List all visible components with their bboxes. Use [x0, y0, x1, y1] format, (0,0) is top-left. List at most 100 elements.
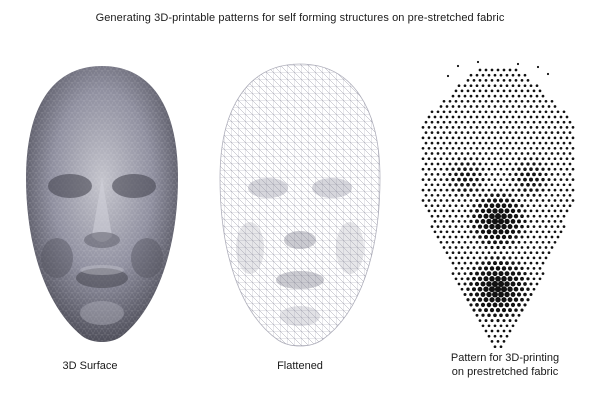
pattern-dot: [544, 162, 548, 166]
pattern-dot: [483, 286, 489, 292]
pattern-dot: [523, 199, 527, 202]
pattern-dot: [526, 120, 530, 124]
pattern-dot: [544, 225, 548, 228]
pattern-dot: [568, 152, 572, 155]
pattern-dot: [460, 110, 464, 114]
pattern-dot: [442, 99, 446, 103]
pattern-dot: [526, 141, 530, 145]
pattern-dot: [559, 115, 563, 119]
pattern-dot: [505, 261, 509, 265]
pattern-dot: [484, 89, 488, 93]
pattern-dot: [480, 281, 486, 287]
pattern-dot: [457, 199, 461, 202]
pattern-dot: [516, 281, 522, 287]
pattern-dot: [457, 126, 461, 129]
pattern-dot: [436, 235, 440, 239]
pattern-dot: [529, 261, 533, 265]
pattern-dot: [484, 256, 488, 260]
pattern-dot: [493, 84, 497, 88]
pattern-dot: [526, 298, 530, 302]
pattern-dot: [427, 157, 431, 161]
pattern-dot: [526, 225, 530, 229]
pattern-dot: [481, 251, 485, 255]
pattern-dot: [493, 126, 497, 129]
pattern-dot: [475, 115, 479, 119]
pattern-dot: [478, 68, 482, 72]
pattern-dot: [535, 282, 539, 286]
pattern-dot: [487, 261, 491, 265]
pattern-dot: [508, 131, 512, 134]
pattern-dot: [463, 282, 467, 286]
pattern-dot: [499, 146, 503, 150]
pattern-dot: [507, 297, 513, 303]
pattern-dot: [541, 261, 545, 265]
pattern-dot: [475, 167, 479, 171]
pattern-dot: [504, 218, 510, 225]
pattern-dot: [523, 282, 527, 286]
pattern-dot: [562, 120, 566, 124]
pattern-dot: [514, 235, 518, 239]
pattern-dot: [510, 281, 516, 287]
pattern-dot: [496, 120, 500, 124]
pattern-dot: [448, 110, 452, 114]
pattern-dot: [483, 266, 489, 271]
pattern-dot: [544, 183, 548, 187]
pattern-dot: [454, 141, 458, 145]
pattern-dot: [513, 286, 519, 292]
pattern-dot: [526, 267, 530, 270]
pattern-dot: [520, 79, 524, 82]
pattern-dot: [490, 120, 494, 124]
pattern-dot: [541, 188, 545, 192]
pattern-dot: [454, 214, 458, 218]
pattern-dot: [508, 193, 512, 197]
pattern-dot: [466, 225, 470, 229]
pattern-dot: [541, 177, 545, 182]
pattern-dot: [499, 126, 503, 129]
pattern-dot: [523, 167, 527, 171]
pattern-dot: [486, 271, 492, 277]
pattern-dot: [493, 345, 497, 349]
pattern-dot: [442, 183, 446, 187]
pattern-dot: [451, 126, 455, 129]
pattern-dot: [445, 178, 449, 182]
pattern-dot: [448, 131, 452, 134]
pattern-dot: [514, 193, 518, 197]
pattern-dot: [514, 68, 518, 72]
pattern-dot: [514, 89, 518, 93]
pattern-dot: [562, 183, 566, 187]
pattern-dot: [472, 266, 476, 271]
pattern-dot: [559, 188, 563, 192]
pattern-dot: [463, 115, 467, 119]
pattern-dot: [457, 220, 461, 223]
panel-3d-surface: [12, 58, 192, 358]
pattern-dot: [445, 199, 449, 202]
pattern-dot: [496, 68, 500, 72]
pattern-dot: [517, 105, 521, 108]
pattern-dot: [494, 213, 502, 220]
pattern-dot: [463, 220, 467, 223]
pattern-dot: [523, 73, 527, 77]
pattern-dot: [481, 94, 485, 98]
pattern-dot: [424, 162, 428, 166]
pattern-dot: [508, 308, 512, 313]
pattern-dot: [547, 178, 551, 182]
pattern-dot: [490, 340, 494, 343]
pattern-dot: [532, 89, 536, 93]
pattern-dot: [517, 126, 521, 129]
pattern-dot: [478, 319, 482, 322]
pattern-dot: [481, 313, 485, 317]
pattern-dot: [526, 172, 530, 177]
pattern-dot: [499, 136, 503, 140]
pattern-dot: [538, 172, 542, 177]
pattern-dot: [511, 240, 515, 244]
pattern-dot: [475, 94, 479, 98]
pattern-dot: [550, 214, 554, 218]
pattern-dot: [559, 136, 563, 140]
pattern-dot: [499, 115, 503, 119]
pattern-dot: [520, 141, 524, 145]
pattern-dot: [488, 286, 496, 293]
panel-flattened: [210, 58, 390, 358]
pattern-dot: [529, 177, 533, 182]
pattern-dot: [469, 157, 473, 161]
pattern-dot: [523, 115, 527, 119]
